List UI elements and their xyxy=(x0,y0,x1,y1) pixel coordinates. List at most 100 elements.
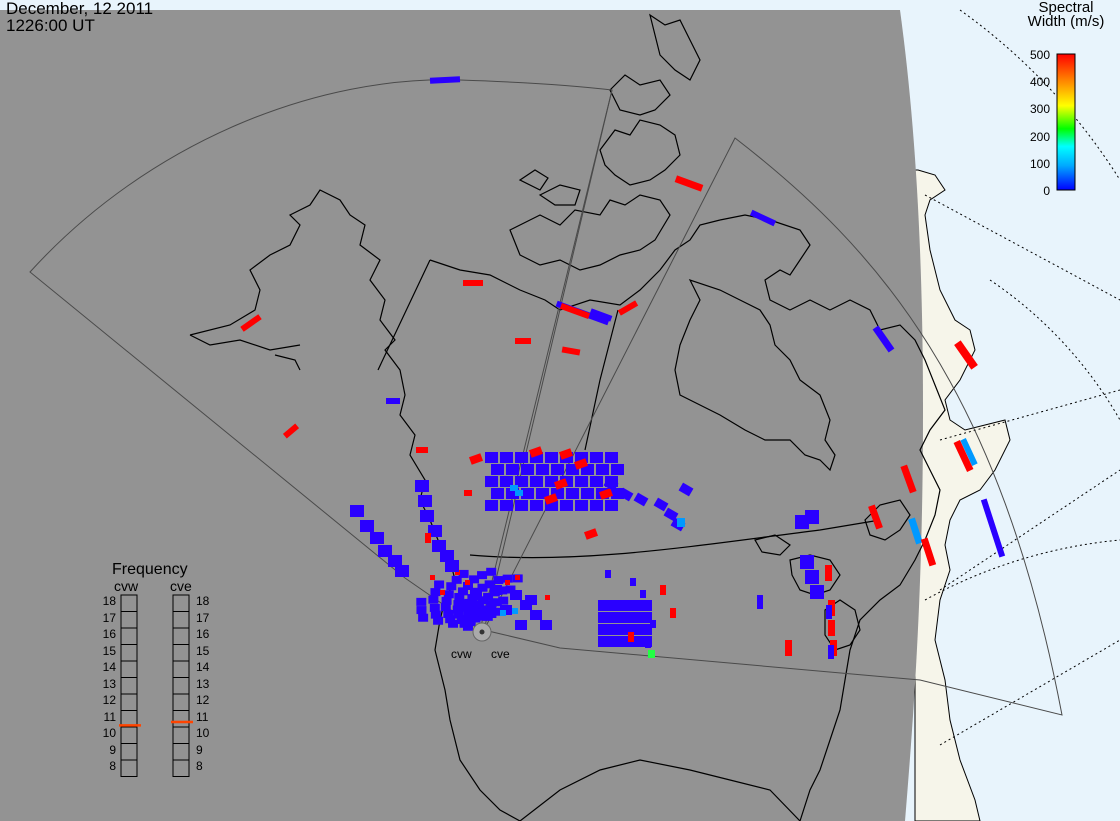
daylight-land xyxy=(914,169,1011,821)
echo-cell xyxy=(663,507,679,522)
echo-cell xyxy=(502,574,513,583)
frequency-tick-label: 11 xyxy=(103,709,116,724)
echo-cell xyxy=(528,446,544,458)
echo-cell xyxy=(611,464,624,475)
echo-cell xyxy=(590,452,603,463)
echo-cell xyxy=(484,580,495,589)
echo-cell xyxy=(575,476,588,487)
echo-cell xyxy=(500,610,506,616)
echo-cell xyxy=(448,619,459,628)
echo-cell xyxy=(530,500,543,511)
echo-cell xyxy=(491,598,502,607)
echo-cell xyxy=(453,610,464,619)
echo-cell xyxy=(512,608,518,614)
echo-cell xyxy=(498,596,509,605)
echo-cell xyxy=(430,575,435,580)
echo-cell xyxy=(470,610,481,619)
echo-cell xyxy=(395,565,409,577)
echo-cell xyxy=(378,545,392,557)
frequency-tick-label: 8 xyxy=(196,759,203,773)
echo-cell xyxy=(805,570,819,584)
frequency-tick-label: 15 xyxy=(102,643,116,658)
echo-cell xyxy=(603,477,619,492)
echo-cell xyxy=(441,596,452,605)
colorbar-tick-label: 400 xyxy=(1029,75,1050,90)
frequency-scale-cvw xyxy=(119,594,141,777)
echo-cell xyxy=(545,476,558,487)
frequency-tick-label: 16 xyxy=(102,627,116,641)
echo-cell xyxy=(545,452,558,463)
echo-cell xyxy=(468,453,484,465)
echo-cell xyxy=(490,607,501,616)
echo-cell xyxy=(486,567,497,576)
echo-cell xyxy=(428,595,439,604)
colorbar-tick-label: 300 xyxy=(1029,102,1050,117)
colorbar xyxy=(1056,53,1076,191)
echo-cell xyxy=(491,488,504,499)
frequency-tick-label: 9 xyxy=(109,742,116,757)
frequency-tick-label: 18 xyxy=(102,594,116,608)
echo-cell xyxy=(418,613,429,622)
echo-cell xyxy=(908,517,923,545)
echo-cell xyxy=(545,500,558,511)
echo-cell xyxy=(960,438,978,466)
echo-cell xyxy=(581,488,594,499)
echo-cell xyxy=(598,612,607,623)
colorbar-tick-label: 0 xyxy=(1043,184,1050,198)
echo-cell xyxy=(497,586,508,595)
echo-cell xyxy=(634,600,643,611)
echo-cell xyxy=(616,624,625,635)
echo-cell xyxy=(551,464,564,475)
echo-cell xyxy=(490,585,502,595)
echo-cell xyxy=(611,488,624,499)
frequency-tick-label: 18 xyxy=(196,594,210,608)
echo-cell xyxy=(617,300,639,316)
echo-cell xyxy=(607,600,616,611)
frequency-tick-label: 17 xyxy=(196,610,210,625)
echo-cell xyxy=(618,487,634,502)
site-label-cvw: cvw xyxy=(451,647,472,661)
echo-cell xyxy=(429,76,461,84)
frequency-tick-label: 17 xyxy=(102,610,116,625)
date-label: December, 12 2011 xyxy=(6,0,154,18)
frequency-tick-label: 13 xyxy=(102,676,116,691)
time-label: 1226:00 UT xyxy=(6,16,95,35)
echo-cell xyxy=(443,590,454,599)
echo-cell xyxy=(525,595,537,605)
echo-cell xyxy=(500,500,513,511)
echo-cell xyxy=(633,492,649,507)
echo-cell xyxy=(440,590,445,595)
echo-cell xyxy=(428,525,442,537)
echo-cell xyxy=(282,423,300,439)
echo-cell xyxy=(505,580,510,585)
echo-cell xyxy=(471,606,482,615)
echo-cell xyxy=(477,596,488,605)
echo-cell xyxy=(559,303,591,319)
echo-cell xyxy=(515,575,520,580)
echo-cell xyxy=(506,488,519,499)
echo-cell xyxy=(575,500,588,511)
echo-cell xyxy=(491,464,504,475)
echo-cell xyxy=(640,590,646,598)
echo-cell xyxy=(900,464,917,494)
echo-cell xyxy=(605,570,611,578)
echo-cell xyxy=(757,595,763,609)
echo-cell xyxy=(446,582,457,591)
colorbar-tick-label: 200 xyxy=(1029,129,1050,144)
echo-cell xyxy=(670,608,676,618)
night-region xyxy=(0,10,923,821)
echo-cell xyxy=(630,578,636,586)
echo-cell xyxy=(607,636,616,647)
echo-cell xyxy=(465,580,470,585)
echo-cell xyxy=(445,560,459,572)
echo-cell xyxy=(868,504,883,530)
echo-cell xyxy=(451,575,462,584)
echo-cell xyxy=(463,280,483,286)
echo-cell xyxy=(953,440,974,472)
frequency-cell xyxy=(172,759,190,777)
colorbar-title-line2: Width (m/s) xyxy=(1027,13,1105,30)
echo-cell xyxy=(460,615,472,625)
echo-cell xyxy=(583,528,599,540)
echo-cell xyxy=(607,624,616,635)
